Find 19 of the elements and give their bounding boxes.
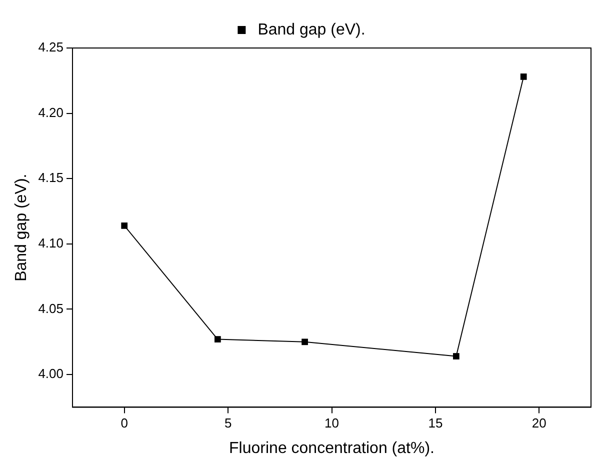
- y-tick-label: 4.25: [38, 40, 64, 55]
- point: [520, 74, 527, 80]
- y-tick-label: 4.05: [38, 300, 64, 316]
- point: [302, 338, 308, 346]
- x-tick-label: 0: [120, 416, 128, 431]
- point: [214, 336, 221, 342]
- y-tick-label: 4.00: [38, 366, 64, 382]
- point: [453, 353, 460, 360]
- x-tick-label: 5: [224, 416, 232, 431]
- x-tick-label: 15: [428, 416, 443, 431]
- x-axis-title: Fluorine concentration (at%).: [229, 440, 434, 457]
- y-tick-label: 4.10: [38, 236, 64, 251]
- y-tick-label: 4.20: [38, 104, 64, 120]
- x-tick-label: 10: [324, 416, 339, 431]
- y-tick-label: 4.15: [38, 170, 64, 186]
- y-axis-title: Band gap (eV).: [13, 174, 30, 282]
- legend-label: Band gap (eV).: [258, 21, 366, 38]
- x-tick-label: 20: [532, 416, 546, 431]
- point: [121, 222, 128, 229]
